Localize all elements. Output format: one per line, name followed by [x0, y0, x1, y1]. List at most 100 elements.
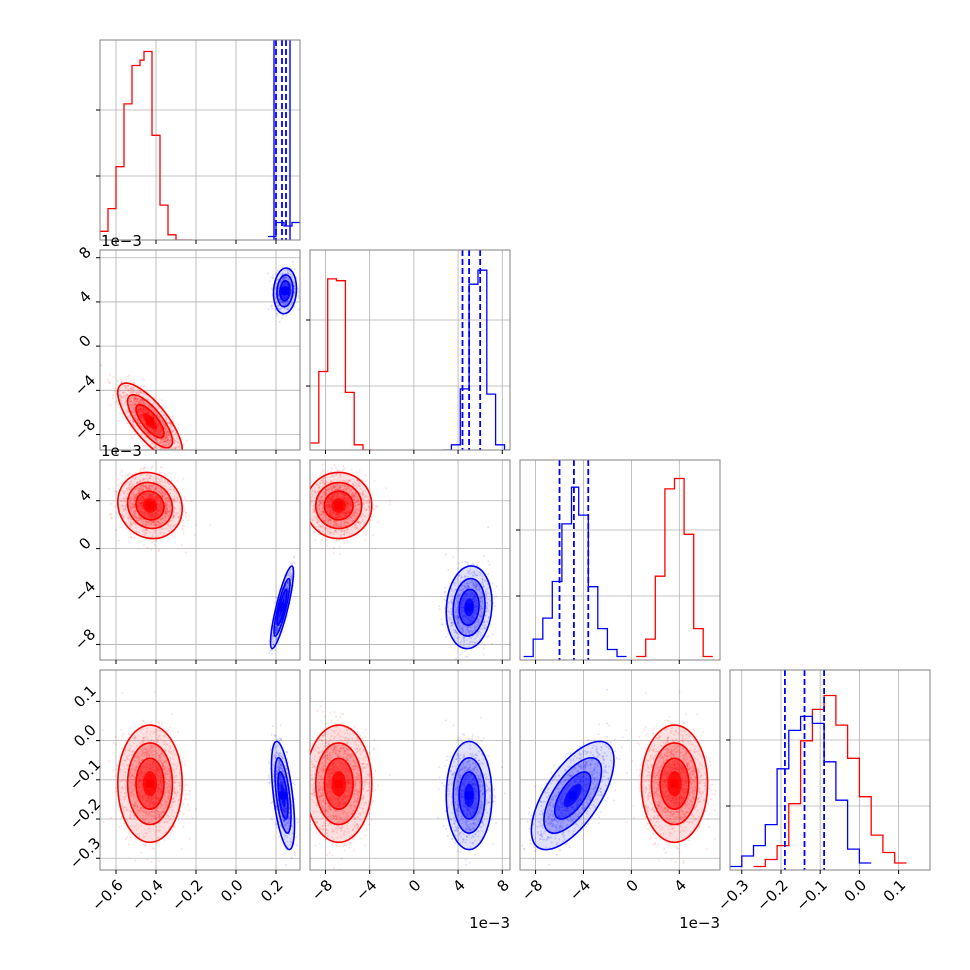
sample-point [172, 515, 175, 518]
sample-point [186, 464, 188, 466]
scatter-panel-2-0 [100, 460, 300, 660]
sample-point [168, 443, 170, 446]
sample-point [121, 396, 124, 399]
sample-point [132, 390, 135, 393]
sample-point [271, 274, 274, 277]
sample-point [129, 399, 132, 402]
sample-point [267, 272, 270, 275]
sample-point [187, 519, 190, 522]
sample-point [151, 535, 154, 538]
sample-point [121, 391, 124, 394]
sample-point [154, 438, 157, 441]
sample-point [166, 434, 169, 437]
peak-cell-red [146, 417, 154, 426]
sample-point [175, 446, 178, 449]
sample-point [134, 403, 137, 405]
sample-point [364, 474, 367, 477]
sample-point [137, 392, 140, 395]
sample-point [279, 308, 282, 311]
sample-point [137, 489, 140, 492]
sample-point [281, 301, 284, 304]
sample-point [291, 302, 294, 304]
sample-point [120, 471, 122, 474]
sample-point [136, 397, 139, 400]
sample-point [125, 378, 128, 381]
sample-point [283, 277, 285, 280]
sample-point [144, 445, 147, 448]
sample-point [164, 443, 167, 446]
sample-point [292, 278, 295, 281]
sample-point [155, 444, 157, 447]
sample-point [132, 506, 135, 509]
sample-point [164, 429, 167, 432]
sample-point [173, 536, 176, 539]
sample-point [135, 392, 138, 395]
sample-point [132, 381, 135, 384]
sample-point [166, 513, 169, 516]
sample-point [131, 506, 134, 509]
sample-point [284, 302, 287, 305]
sample-point [166, 440, 169, 443]
sample-point [184, 511, 187, 514]
sample-point [284, 303, 287, 306]
sample-point [293, 562, 296, 565]
sample-point [153, 395, 156, 398]
sample-point [173, 442, 176, 445]
sample-point [279, 298, 281, 301]
sample-point [174, 447, 177, 450]
sample-point [286, 308, 288, 311]
sample-point [271, 276, 274, 279]
sample-point [134, 401, 137, 403]
sample-point [117, 420, 120, 422]
sample-point [134, 395, 137, 398]
sample-point [167, 434, 170, 437]
sample-point [177, 423, 180, 426]
sample-point [148, 405, 151, 407]
sample-point [132, 391, 135, 394]
sample-point [140, 401, 143, 404]
sample-point [287, 270, 289, 273]
sample-point [129, 405, 132, 408]
sample-point [124, 505, 127, 508]
sample-point [165, 418, 167, 421]
sample-point [133, 382, 136, 385]
sample-point [120, 400, 123, 403]
sample-point [121, 396, 124, 399]
sample-point [165, 434, 168, 437]
sample-point [141, 488, 144, 491]
sample-point [138, 389, 141, 392]
sample-point [131, 408, 134, 411]
sample-point [133, 536, 136, 539]
sample-point [165, 432, 168, 435]
sample-point [130, 536, 133, 539]
sample-point [281, 301, 284, 304]
sample-point [122, 404, 125, 407]
sample-point [158, 521, 161, 524]
sample-point [151, 407, 154, 410]
sample-point [174, 452, 176, 454]
sample-point [289, 280, 292, 283]
sample-point [282, 278, 285, 281]
sample-point [160, 438, 163, 441]
sample-point [307, 501, 309, 503]
sample-point [146, 432, 149, 435]
sample-point [164, 493, 167, 496]
sample-point [173, 455, 175, 457]
sample-point [343, 542, 346, 545]
sample-point [141, 398, 143, 401]
sample-point [170, 427, 173, 430]
sample-point [278, 320, 281, 323]
sample-point [120, 380, 123, 383]
sample-point [167, 501, 169, 503]
sample-point [181, 453, 183, 455]
sample-point [140, 391, 143, 394]
sample-point [283, 277, 286, 280]
sample-point [153, 411, 156, 414]
sample-point [134, 432, 137, 435]
sample-point [130, 387, 133, 390]
sample-point [274, 272, 277, 275]
sample-point [170, 488, 172, 491]
sample-point [123, 394, 126, 397]
sample-point [176, 440, 179, 443]
sample-point [124, 387, 127, 390]
